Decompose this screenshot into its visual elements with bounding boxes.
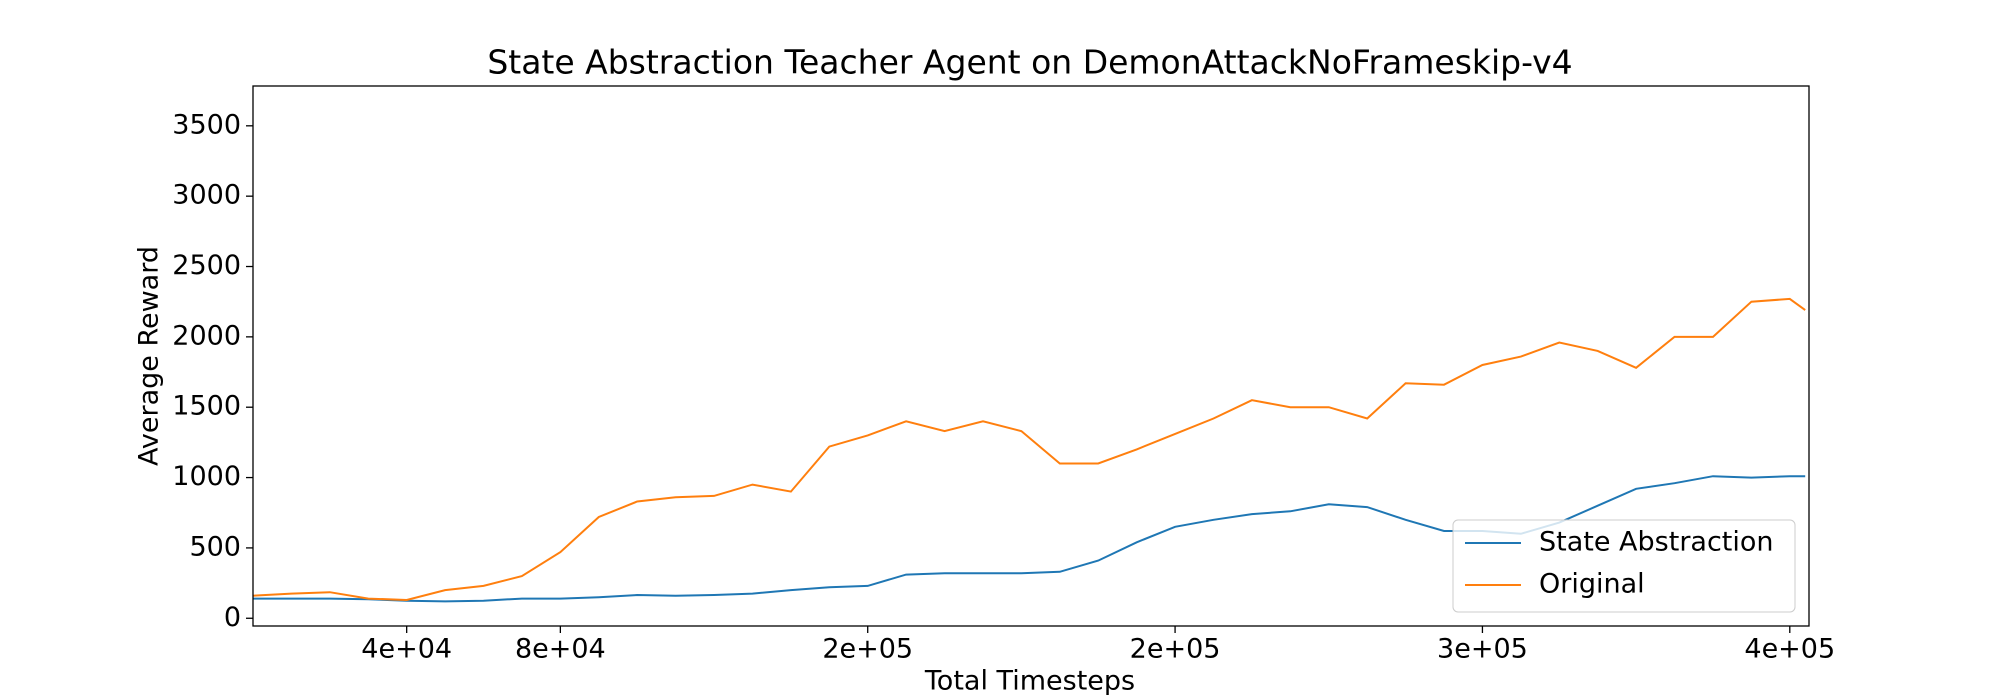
x-tick-label: 8e+04 (515, 634, 606, 665)
legend-box (1452, 519, 1796, 613)
x-tick-label: 4e+04 (361, 634, 452, 665)
legend-label: State Abstraction (1539, 527, 1774, 558)
x-tick-label: 3e+05 (1437, 634, 1528, 665)
y-tick-label: 3500 (172, 109, 241, 140)
series-line (252, 297, 1806, 602)
y-tick-label: 500 (189, 531, 241, 562)
y-tick-label: 1000 (172, 461, 241, 492)
y-tick-label: 2500 (172, 250, 241, 281)
legend-label: Original (1539, 569, 1645, 600)
x-tick-label: 2e+05 (822, 634, 913, 665)
y-axis-label: Average Reward (134, 246, 165, 466)
y-tick-label: 1500 (172, 391, 241, 422)
x-tick-label: 4e+05 (1744, 634, 1835, 665)
y-tick-label: 0 (224, 602, 241, 633)
y-tick-label: 2000 (172, 320, 241, 351)
x-tick-label: 2e+05 (1130, 634, 1221, 665)
chart-title: State Abstraction Teacher Agent on Demon… (487, 43, 1572, 82)
x-axis-label: Total Timesteps (924, 666, 1135, 697)
plot-frame (252, 85, 1810, 627)
y-tick-label: 3000 (172, 180, 241, 211)
legend: State Abstraction Original (1452, 519, 1796, 613)
